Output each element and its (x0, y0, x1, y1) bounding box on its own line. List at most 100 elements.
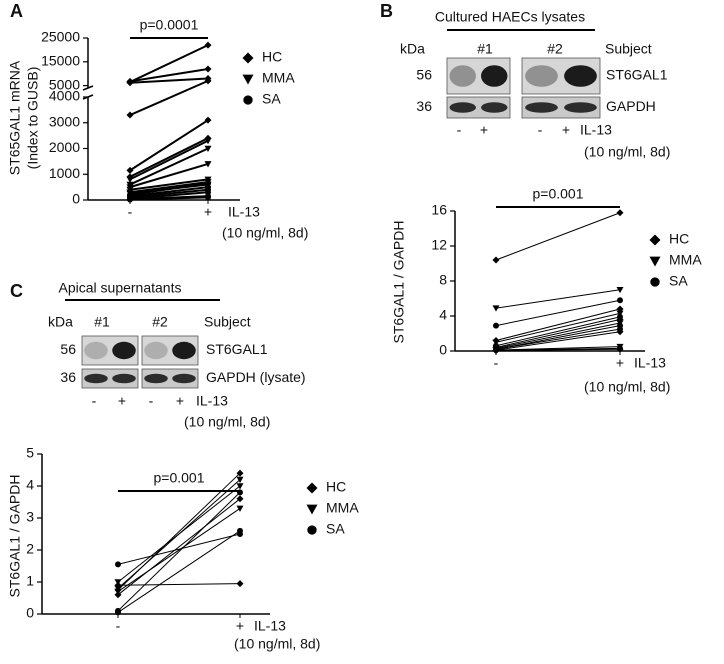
pair-line (117, 498, 241, 596)
marker-circle (617, 345, 623, 352)
treatment-sign: - (457, 122, 462, 138)
blot-band (84, 341, 108, 360)
blot-band (144, 373, 168, 384)
marker-triangle (114, 579, 122, 586)
blot-title: Cultured HAECs lysates (435, 9, 585, 25)
p-value: p=0.001 (533, 186, 584, 202)
pair-line (129, 139, 209, 181)
marker-diamond (649, 234, 661, 246)
pair-line (129, 147, 209, 186)
x-axis-label: IL-13 (634, 355, 666, 371)
marker-circle (127, 196, 133, 203)
treatment-sign: - (92, 393, 97, 409)
pair-line (129, 79, 209, 116)
pair-line (495, 289, 621, 309)
marker-triangle (616, 286, 624, 294)
pair-line (117, 492, 241, 612)
marker-diamond (204, 116, 212, 124)
blot-band (449, 65, 476, 87)
axis-break (82, 85, 94, 91)
pair-line (129, 137, 209, 178)
legend-label: MMA (326, 500, 359, 516)
marker-diamond (236, 580, 244, 588)
marker-triangle (649, 256, 661, 267)
marker-circle (617, 326, 623, 333)
marker-diamond (126, 111, 134, 119)
legend-label: SA (326, 521, 345, 537)
blot-band (112, 373, 136, 384)
legend-label: MMA (262, 70, 295, 86)
treatment-sign: + (118, 393, 126, 409)
y-tick-label: 0 (439, 342, 447, 358)
pair-line (129, 119, 209, 172)
blot-row-label: ST6GAL1 (606, 67, 668, 83)
y-tick-label: 1000 (49, 165, 80, 181)
legend-label: SA (262, 91, 281, 107)
marker-triangle (236, 505, 244, 512)
y-tick-label: 12 (431, 237, 447, 253)
y-tick-label: 5000 (49, 76, 80, 92)
treatment-label: IL-13 (196, 393, 228, 409)
pair-line (495, 312, 621, 343)
p-value: p=0.001 (154, 470, 205, 486)
blot-band (172, 341, 196, 360)
marker-triangle (204, 137, 212, 145)
blot-band (525, 65, 558, 87)
marker-triangle (114, 585, 122, 592)
legend-label: HC (669, 231, 689, 247)
y-tick-label: 2000 (49, 139, 80, 155)
pair-line (117, 479, 241, 589)
panel-letter: B (380, 1, 393, 21)
marker-diamond (204, 77, 212, 85)
y-tick-label: 5 (26, 445, 34, 461)
marker-diamond (306, 482, 318, 494)
blot-band (525, 102, 558, 113)
marker-diamond (126, 79, 134, 87)
treatment-sign: + (480, 122, 488, 138)
blot-row-label: GAPDH (606, 98, 656, 114)
pair-line (117, 533, 241, 565)
marker-triangle (236, 476, 244, 484)
pair-line (129, 186, 209, 198)
treatment-label: IL-13 (580, 122, 612, 138)
marker-triangle (616, 310, 624, 317)
pair-line (129, 67, 209, 83)
y-tick-label: 0 (72, 191, 80, 207)
y-axis-label: (Index to GUSB) (25, 67, 41, 170)
y-tick-label: 4 (26, 477, 34, 493)
marker-diamond (492, 256, 500, 264)
y-tick-label: 4 (439, 307, 447, 323)
marker-circle (493, 347, 499, 354)
marker-triangle (492, 305, 500, 312)
blot-row-label: ST6GAL1 (206, 341, 268, 357)
marker-circle (243, 95, 253, 105)
marker-triangle (126, 176, 134, 183)
x-tick-label: + (236, 618, 244, 634)
marker-triangle (492, 339, 500, 346)
y-axis-label: ST65GAL1 mRNA (7, 60, 23, 175)
subject-label: #1 (477, 41, 493, 57)
pair-line (495, 348, 621, 352)
blot-band (144, 341, 168, 360)
x-axis-label: IL-13 (228, 204, 260, 220)
pair-line (495, 325, 621, 350)
blot-row-label: GAPDH (lysate) (206, 369, 306, 385)
pair-line (129, 44, 209, 83)
y-tick-label: 15000 (41, 53, 80, 69)
marker-circle (115, 561, 121, 568)
pair-line (129, 180, 209, 194)
pair-line (117, 507, 241, 593)
legend-label: HC (326, 479, 346, 495)
treatment-detail: (10 ng/ml, 8d) (584, 144, 670, 160)
blot-band (564, 102, 597, 113)
pair-line (129, 178, 209, 191)
marker-diamond (126, 166, 134, 174)
pair-line (129, 162, 209, 189)
blot-kda: 56 (416, 67, 432, 83)
blot-kda: 36 (416, 98, 432, 114)
blot-units: kDa (48, 314, 73, 330)
blot-band (112, 341, 136, 360)
pair-line (495, 322, 621, 349)
y-tick-label: 8 (439, 272, 447, 288)
